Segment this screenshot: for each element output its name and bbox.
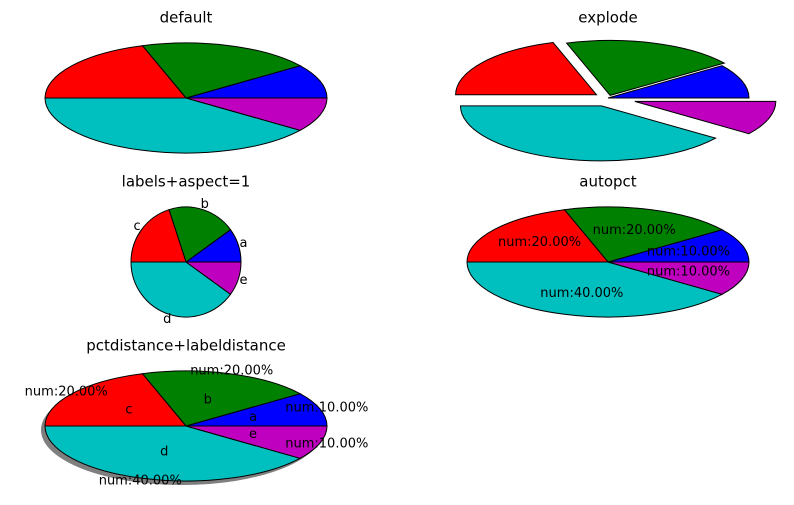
value-label: num:20.00% — [593, 223, 676, 238]
chart-title: labels+aspect=1 — [122, 173, 251, 191]
pie-slice — [565, 39, 726, 96]
pie-slice — [607, 65, 750, 99]
pie-slice — [607, 261, 750, 295]
value-label: num:20.00% — [25, 385, 108, 400]
pie-slice — [634, 100, 777, 135]
pie-slice — [44, 425, 302, 482]
value-label: num:10.00% — [285, 436, 368, 451]
pie-slice — [130, 209, 187, 263]
pie-slice — [455, 41, 598, 96]
pie-slice — [141, 42, 302, 99]
chart-title: autopct — [579, 173, 637, 191]
slice-label: b — [201, 197, 209, 212]
value-label: num:20.00% — [190, 364, 273, 379]
pie-slice — [185, 97, 328, 131]
pie-slice — [607, 229, 750, 263]
slice-label: d — [160, 445, 168, 460]
pie-slice — [459, 105, 717, 162]
pie-slice — [141, 370, 302, 427]
value-label: num:40.00% — [540, 286, 623, 301]
chart-title: default — [160, 9, 213, 27]
pie-slice — [466, 209, 610, 263]
pie-slice — [185, 425, 328, 459]
pie-slice — [130, 261, 232, 318]
value-label: num:40.00% — [99, 473, 182, 488]
slice-label: d — [163, 312, 171, 327]
pie-slice — [168, 206, 232, 263]
slice-label: e — [249, 427, 257, 442]
slice-label: e — [240, 273, 248, 288]
pie-slice — [44, 45, 188, 99]
pie-slice — [44, 373, 188, 427]
value-label: num:20.00% — [498, 235, 581, 250]
slice-label: b — [204, 392, 212, 407]
value-label: num:10.00% — [647, 265, 730, 280]
pie-slice — [563, 206, 724, 263]
chart-title: explode — [578, 9, 637, 27]
chart-title: pctdistance+labeldistance — [86, 337, 286, 355]
value-label: num:10.00% — [285, 401, 368, 416]
slice-label: c — [125, 402, 132, 417]
pie-slice — [185, 393, 328, 427]
pie-slice — [185, 65, 328, 99]
slice-label: a — [240, 236, 248, 251]
value-label: num:10.00% — [647, 244, 730, 259]
slice-label: c — [133, 219, 140, 234]
pie-slice — [184, 261, 242, 296]
slice-label: a — [249, 410, 257, 425]
pie-slice — [44, 97, 302, 154]
pie-slice — [466, 261, 724, 318]
